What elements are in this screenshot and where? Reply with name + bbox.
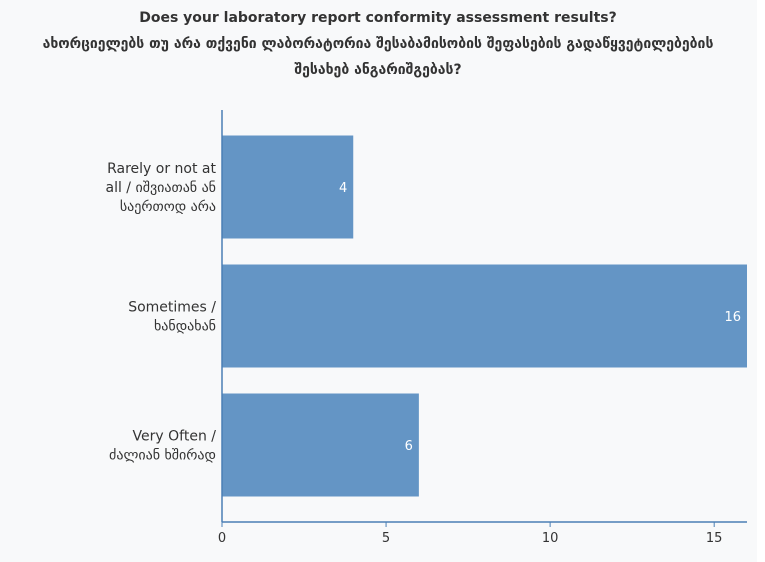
- data-labels: 4 16 6: [339, 181, 741, 454]
- category-label-line: all / იშვიათან ან: [105, 180, 216, 196]
- bar-2: [222, 264, 747, 368]
- category-label-line: საერთოდ არა: [120, 198, 216, 215]
- axes: [221, 110, 747, 527]
- x-tick-label: 0: [218, 531, 226, 546]
- bars: [222, 135, 747, 497]
- category-labels: Rarely or not at all / იშვიათან ან საერთოდ…: [105, 161, 216, 464]
- chart-title: Does your laboratory report conformity a…: [43, 10, 714, 78]
- x-tick-labels: 0 5 10 15: [218, 531, 723, 546]
- category-label-3: Very Often / ძალიან ხშირად: [109, 429, 216, 464]
- bar-3: [222, 393, 419, 497]
- data-label-3: 6: [405, 439, 413, 454]
- category-label-line: ხანდახან: [154, 319, 216, 335]
- category-label-line: ძალიან ხშირად: [109, 447, 216, 464]
- x-tick-label: 10: [542, 531, 559, 546]
- x-tick-label: 5: [382, 531, 390, 546]
- category-label-line: Sometimes /: [128, 300, 216, 316]
- chart-title-line-1: Does your laboratory report conformity a…: [139, 10, 617, 26]
- category-label-line: Very Often /: [133, 429, 217, 445]
- category-label-2: Sometimes / ხანდახან: [128, 300, 216, 335]
- x-tick-label: 15: [706, 531, 723, 546]
- chart-title-line-3: შესახებ ანგარიშგებას?: [294, 62, 461, 78]
- bar-1: [222, 135, 354, 239]
- category-label-1: Rarely or not at all / იშვიათან ან საერთოდ…: [105, 161, 216, 215]
- chart-title-line-2: ახორციელებს თუ არა თქვენი ლაბორატორია შე…: [43, 36, 714, 52]
- data-label-2: 16: [724, 310, 741, 325]
- data-label-1: 4: [339, 181, 347, 196]
- category-label-line: Rarely or not at: [107, 161, 216, 177]
